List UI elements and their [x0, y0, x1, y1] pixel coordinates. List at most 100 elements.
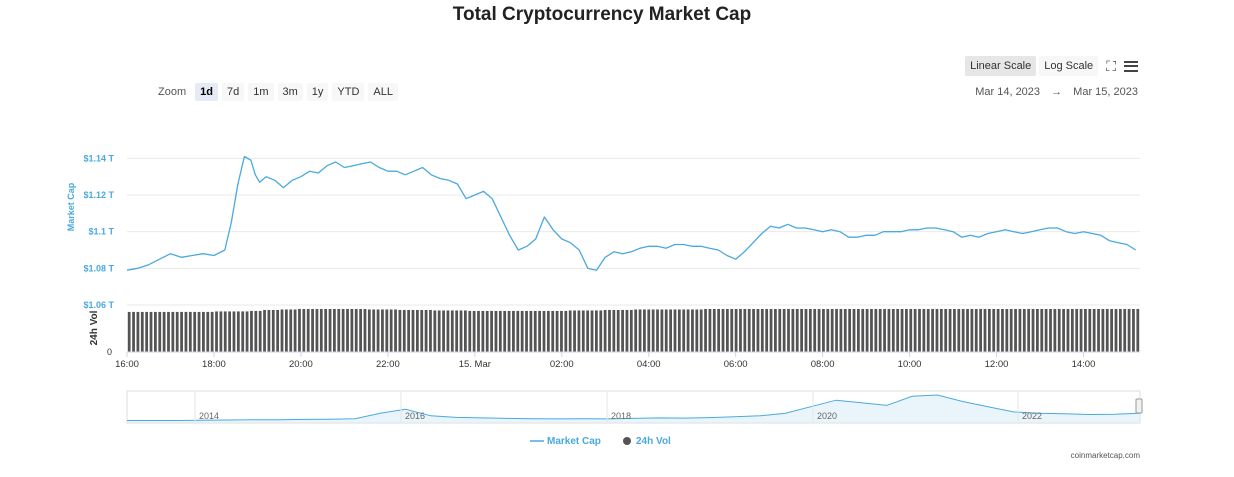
market-cap-point[interactable] [1116, 241, 1120, 245]
zoom-ytd-button[interactable]: YTD [332, 83, 365, 101]
market-cap-point[interactable] [716, 248, 720, 252]
market-cap-point[interactable] [769, 224, 773, 228]
market-cap-point[interactable] [249, 158, 253, 162]
market-cap-point[interactable] [890, 230, 894, 234]
market-cap-point[interactable] [647, 244, 651, 248]
market-cap-point[interactable] [786, 222, 790, 226]
market-cap-point[interactable] [308, 169, 312, 173]
market-cap-point[interactable] [1055, 226, 1059, 230]
log-scale-button[interactable]: Log Scale [1039, 56, 1099, 76]
market-cap-point[interactable] [1021, 232, 1025, 236]
market-cap-point[interactable] [760, 232, 764, 236]
market-cap-point[interactable] [560, 237, 564, 241]
navigator[interactable]: 2014 2016 2018 2020 2022 [126, 390, 1143, 424]
market-cap-point[interactable] [1064, 230, 1068, 234]
market-cap-point[interactable] [995, 230, 999, 234]
market-cap-point[interactable] [403, 173, 407, 177]
market-cap-point[interactable] [455, 182, 459, 186]
market-cap-point[interactable] [282, 186, 286, 190]
market-cap-point[interactable] [351, 164, 355, 168]
market-cap-point[interactable] [1099, 233, 1103, 237]
market-cap-point[interactable] [253, 173, 257, 177]
market-cap-point[interactable] [742, 250, 746, 254]
market-cap-point[interactable] [201, 252, 205, 256]
market-cap-point[interactable] [1073, 232, 1077, 236]
market-cap-point[interactable] [516, 248, 520, 252]
market-cap-point[interactable] [629, 250, 633, 254]
range-to[interactable]: Mar 15, 2023 [1073, 86, 1138, 98]
market-cap-point[interactable] [316, 171, 320, 175]
market-cap-point[interactable] [977, 235, 981, 239]
market-cap-point[interactable] [212, 254, 216, 258]
market-cap-point[interactable] [136, 266, 140, 270]
market-cap-point[interactable] [179, 255, 183, 259]
market-cap-line[interactable] [126, 155, 1137, 271]
market-cap-series[interactable] [125, 155, 1138, 273]
market-cap-point[interactable] [595, 268, 599, 272]
market-cap-point[interactable] [1134, 248, 1138, 252]
range-from[interactable]: Mar 14, 2023 [975, 86, 1041, 98]
market-cap-point[interactable] [438, 177, 442, 181]
market-cap-point[interactable] [377, 166, 381, 170]
fullscreen-icon[interactable]: ⛶ [1106, 57, 1116, 74]
market-cap-point[interactable] [264, 175, 268, 179]
market-cap-point[interactable] [508, 233, 512, 237]
market-cap-point[interactable] [412, 169, 416, 173]
legend-volume[interactable]: 24h Vol [636, 436, 671, 447]
market-cap-point[interactable] [169, 252, 173, 256]
legend-market-cap[interactable]: Market Cap [547, 436, 601, 447]
market-cap-point[interactable] [899, 230, 903, 234]
market-cap-point[interactable] [925, 226, 929, 230]
zoom-7d-button[interactable]: 7d [221, 83, 245, 101]
market-cap-point[interactable] [258, 180, 262, 184]
market-cap-point[interactable] [882, 230, 886, 234]
market-cap-point[interactable] [960, 235, 964, 239]
market-cap-point[interactable] [847, 235, 851, 239]
market-cap-point[interactable] [699, 244, 703, 248]
market-cap-point[interactable] [125, 268, 129, 272]
market-cap-point[interactable] [360, 162, 364, 166]
market-cap-point[interactable] [725, 254, 729, 258]
market-cap-point[interactable] [586, 266, 590, 270]
market-cap-point[interactable] [916, 228, 920, 232]
market-cap-point[interactable] [525, 244, 529, 248]
market-cap-point[interactable] [421, 166, 425, 170]
market-cap-point[interactable] [1090, 232, 1094, 236]
market-cap-point[interactable] [447, 178, 451, 182]
market-cap-point[interactable] [708, 246, 712, 250]
market-cap-point[interactable] [542, 215, 546, 219]
market-cap-point[interactable] [229, 221, 233, 225]
market-cap-point[interactable] [158, 257, 162, 261]
market-cap-point[interactable] [342, 166, 346, 170]
market-cap-point[interactable] [864, 233, 868, 237]
market-cap-point[interactable] [1012, 230, 1016, 234]
market-cap-point[interactable] [690, 244, 694, 248]
market-cap-point[interactable] [951, 230, 955, 234]
market-cap-point[interactable] [236, 182, 240, 186]
market-cap-point[interactable] [673, 243, 677, 247]
market-cap-point[interactable] [1125, 243, 1129, 247]
market-cap-point[interactable] [655, 244, 659, 248]
market-cap-point[interactable] [908, 228, 912, 232]
market-cap-point[interactable] [147, 263, 151, 267]
market-cap-point[interactable] [334, 160, 338, 164]
market-cap-point[interactable] [855, 235, 859, 239]
market-cap-point[interactable] [386, 169, 390, 173]
market-cap-point[interactable] [577, 248, 581, 252]
market-cap-point[interactable] [1038, 228, 1042, 232]
market-cap-point[interactable] [942, 228, 946, 232]
market-cap-point[interactable] [473, 193, 477, 197]
market-cap-point[interactable] [429, 173, 433, 177]
market-cap-point[interactable] [569, 241, 573, 245]
market-cap-point[interactable] [751, 241, 755, 245]
market-cap-point[interactable] [1047, 226, 1051, 230]
market-cap-point[interactable] [395, 169, 399, 173]
market-cap-point[interactable] [190, 254, 194, 258]
market-cap-point[interactable] [499, 215, 503, 219]
market-cap-point[interactable] [986, 232, 990, 236]
market-cap-point[interactable] [534, 237, 538, 241]
market-cap-point[interactable] [603, 255, 607, 259]
market-cap-point[interactable] [682, 243, 686, 247]
market-cap-point[interactable] [223, 248, 227, 252]
market-cap-point[interactable] [803, 226, 807, 230]
